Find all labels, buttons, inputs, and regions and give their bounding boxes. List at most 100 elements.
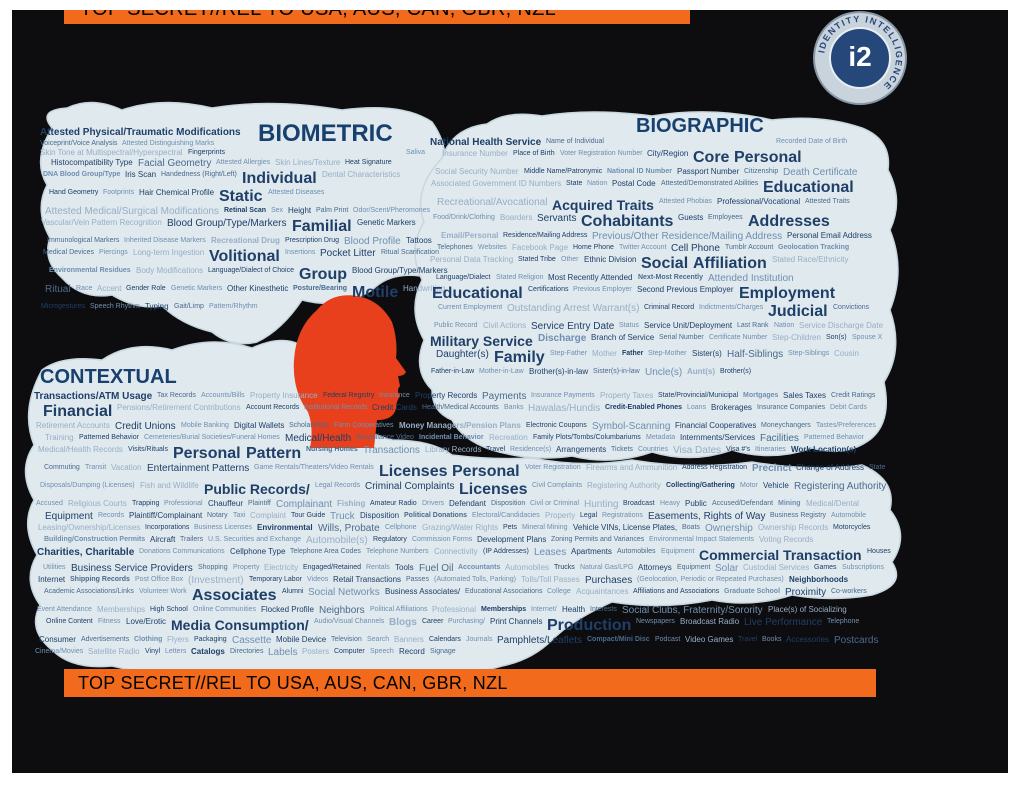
biographic-term: Educational: [432, 285, 523, 302]
contextual-term: Environmental: [257, 523, 313, 532]
biographic-term: Cohabitants: [581, 213, 674, 230]
biometric-term: Retinal Scan: [224, 207, 267, 214]
contextual-term: Record: [399, 647, 425, 656]
biometric-term: Immunological Markers: [47, 237, 120, 244]
contextual-term: Commuting: [44, 464, 80, 471]
biographic-term: Educational: [763, 179, 854, 196]
biographic-term: Service Discharge Date: [799, 321, 884, 330]
biographic-term: Half-Siblings: [727, 349, 784, 360]
biographic-term: Attended Institution: [708, 273, 794, 284]
contextual-term: Pensions/Retirement Contributions: [117, 403, 241, 412]
contextual-term: Rentals: [366, 564, 390, 571]
contextual-term: Subscriptions: [842, 564, 885, 571]
contextual-term: Library Records: [425, 445, 482, 454]
biometric-term: Odor/Scent/Pheromones: [353, 207, 431, 214]
contextual-term: Vinyl: [145, 648, 161, 655]
contextual-term: Drivers: [422, 500, 445, 507]
biographic-term: Convictions: [833, 304, 870, 311]
contextual-term: Mineral Mining: [522, 524, 568, 531]
contextual-term: Legal Records: [315, 482, 361, 489]
contextual-term: Accused/Defendant: [712, 500, 774, 507]
biometric-term: Individual: [242, 170, 317, 187]
biometric-term: Speech Rhythm: [90, 303, 140, 310]
contextual-term: Recreation: [489, 433, 528, 442]
contextual-term: Vehicle: [763, 481, 789, 490]
contextual-term: (Automated Tolls, Parking): [434, 576, 516, 583]
biometric-term: Typing: [145, 302, 169, 311]
biographic-term: Employment: [739, 285, 836, 302]
biometric-term: Fingerprints: [188, 149, 225, 156]
biographic-term: Next-Most Recently: [638, 274, 703, 281]
contextual-term: Hunting: [584, 499, 619, 510]
contextual-term: Equipment: [661, 548, 695, 555]
biometric-term: Skin Tone at Multispectral/Hyperspectral: [40, 148, 183, 157]
biographic-term: Voter Registration Number: [560, 150, 643, 157]
contextual-term: Symbol-Scanning: [592, 421, 671, 432]
biometric-term: Long-term Ingestion: [133, 248, 205, 257]
biographic-term: Step-Mother: [648, 350, 687, 357]
biometric-term: Other Kinesthetic: [227, 284, 289, 293]
biometric-term: Ritual Scarification: [381, 249, 439, 256]
contextual-term: Online Content: [46, 618, 93, 625]
biographic-term: Recreational/Avocational: [437, 197, 548, 208]
contextual-term: Automobile: [831, 512, 867, 519]
contextual-term: Visa Dates: [673, 445, 722, 456]
contextual-term: Pets: [503, 524, 518, 531]
contextual-term: Travel: [486, 446, 506, 453]
biometric-term: Dental Characteristics: [322, 170, 401, 179]
contextual-term: Metadata: [646, 434, 676, 441]
biographic-term: Most Recently Attended: [548, 273, 633, 282]
contextual-term: Easements, Rights of Way: [648, 511, 766, 522]
contextual-term: Automobiles: [505, 563, 550, 572]
contextual-term: Taxi: [233, 512, 246, 519]
contextual-term: Custodial Services: [743, 563, 810, 572]
biographic-term: Mother-in-Law: [479, 368, 524, 375]
contextual-term: Memberships: [97, 605, 146, 614]
contextual-term: U.S. Securities and Exchange: [208, 536, 301, 543]
biometric-term: Facial Geometry: [138, 158, 212, 169]
contextual-term: Plaintiff/Complainant: [129, 511, 203, 520]
biographic-term: Step-Children: [772, 333, 821, 342]
contextual-term: Itineraries: [755, 446, 786, 453]
biographic-term: Spouse X: [852, 334, 883, 341]
contextual-term: Defendant: [449, 499, 486, 508]
contextual-term: Natural Gas/LPG: [580, 564, 634, 571]
biometric-term: Insertions: [285, 249, 316, 256]
biographic-term: Sister(s)-in-law: [593, 368, 640, 375]
contextual-term: Business Licenses: [194, 524, 252, 531]
i2-intelligence-logo-icon: IDENTITY INTELLIGENCE i2: [813, 11, 907, 105]
contextual-term: Neighbors: [319, 605, 365, 616]
biometric-term: Hand Geometry: [49, 189, 99, 196]
contextual-term: Retirement Accounts: [36, 421, 110, 430]
contextual-term: Collecting/Gathering: [666, 482, 735, 489]
contextual-term: Records: [98, 512, 125, 519]
contextual-term: Countries: [638, 446, 668, 453]
contextual-term: Registering Authority: [587, 481, 661, 490]
biometric-term: Voiceprint/Voice Analysis: [40, 140, 118, 147]
classification-banner-top: TOP SECRET//REL TO USA, AUS, CAN, GBR, N…: [64, 10, 690, 24]
contextual-term: Packaging: [194, 636, 227, 643]
biometric-term: Language/Dialect of Choice: [208, 267, 295, 274]
contextual-term: Love/Erotic: [126, 617, 167, 626]
contextual-term: Business Registry: [770, 512, 827, 519]
contextual-term: Visa #'s: [726, 446, 751, 453]
biographic-term: Stated Race/Ethnicity: [772, 255, 849, 264]
classification-banner-bottom: TOP SECRET//REL TO USA, AUS, CAN, GBR, N…: [64, 669, 876, 697]
contextual-term: Work Location(s): [791, 445, 857, 454]
contextual-term: Trapping: [132, 500, 160, 507]
biographic-term: Mother: [592, 349, 617, 358]
biographic-term: Father-in-Law: [431, 368, 475, 375]
contextual-term: Temporary Labor: [249, 576, 302, 583]
biographic-term: Social Security Number: [435, 167, 519, 176]
contextual-term: Precinct: [752, 463, 792, 474]
contextual-term: Houses: [867, 548, 891, 555]
biographic-term: Facebook Page: [512, 243, 569, 252]
contextual-term: Aircraft: [150, 535, 176, 544]
contextual-term: Videos: [307, 576, 329, 583]
contextual-term: Amateur Radio: [370, 500, 417, 507]
biometric-term: Palm Print: [316, 207, 349, 214]
contextual-term: Environmental Impact Statements: [649, 536, 755, 543]
contextual-term: Licenses: [379, 463, 448, 480]
contextual-term: Connectivity: [434, 547, 478, 556]
contextual-term: Mining: [778, 500, 801, 507]
